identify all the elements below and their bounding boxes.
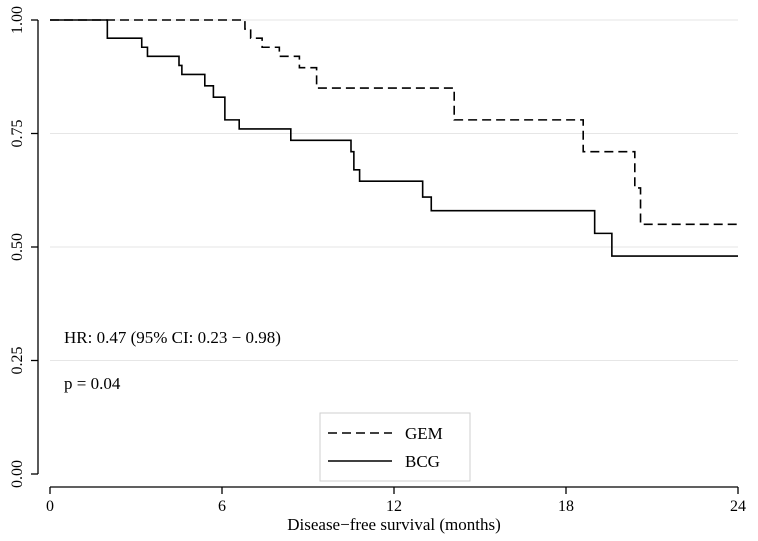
series-line-bcg — [50, 19, 738, 257]
x-tick-label-0: 0 — [46, 498, 54, 515]
y-tick-label-0: 0.00 — [9, 460, 26, 488]
legend-box — [319, 412, 471, 482]
hazard-ratio-annotation: HR: 0.47 (95% CI: 0.23 − 0.98) — [64, 328, 281, 347]
x-tick-label-2: 12 — [386, 498, 402, 515]
x-tick-label-3: 18 — [558, 498, 574, 515]
y-tick-label-2: 0.50 — [9, 233, 26, 261]
x-axis-label: Disease−free survival (months) — [287, 515, 501, 534]
x-tick-label-4: 24 — [730, 498, 746, 515]
ticks: 0.00 0.25 0.50 0.75 1.00 0 6 12 18 24 — [9, 6, 746, 515]
series-lines — [50, 19, 738, 257]
x-tick-label-1: 6 — [218, 498, 226, 515]
legend: GEM BCG — [319, 412, 471, 482]
grid-lines — [50, 19, 738, 361]
y-tick-label-3: 0.75 — [9, 120, 26, 148]
legend-label-gem: GEM — [405, 424, 443, 443]
y-tick-label-1: 0.25 — [9, 347, 26, 375]
p-value-annotation: p = 0.04 — [64, 374, 121, 393]
legend-label-bcg: BCG — [405, 452, 440, 471]
series-line-gem — [50, 19, 738, 226]
y-tick-label-4: 1.00 — [9, 6, 26, 34]
